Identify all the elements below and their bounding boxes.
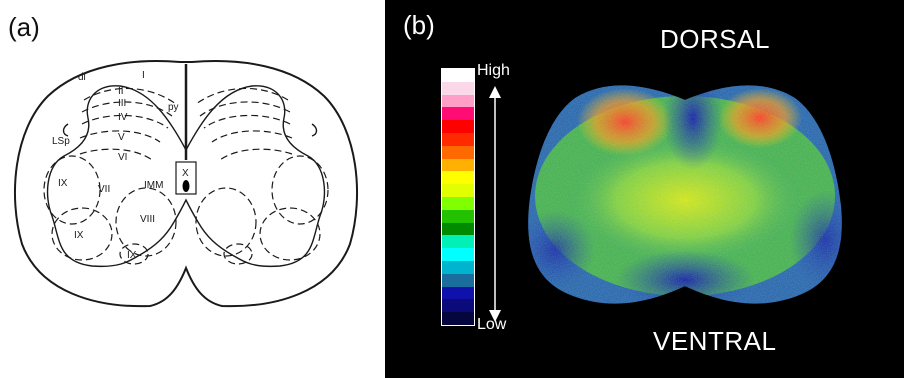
scale-arrow (489, 86, 501, 322)
color-scale-swatch (442, 299, 474, 313)
lamina-IX-lower (51, 207, 113, 261)
panel-b-label: (b) (403, 10, 435, 40)
label-II: II (118, 86, 124, 97)
scale-low-label: Low (477, 316, 507, 333)
scale-high-label: High (477, 62, 510, 79)
panel-a-label: (a) (8, 12, 40, 42)
color-scale-swatch (442, 158, 474, 172)
lamina-IX-left (43, 155, 101, 225)
label-VIII: VIII (140, 214, 155, 225)
color-scale-swatch (442, 260, 474, 274)
color-scale-swatch (442, 132, 474, 146)
heatmap-image (528, 85, 842, 304)
label-VII: VII (98, 184, 110, 195)
color-scale-swatch (442, 248, 474, 261)
color-scale-swatch (442, 69, 474, 82)
label-IMM: IMM (144, 180, 163, 191)
lamina-IX-right-lower (259, 207, 321, 261)
lamina-boundary (219, 148, 293, 161)
label-III: III (118, 98, 126, 109)
heatmap-speckle (528, 85, 842, 304)
lamina-boundary (203, 114, 291, 129)
lamina-X-box (175, 161, 197, 195)
panel-a: (a) (0, 0, 385, 378)
color-scale-bar (441, 68, 475, 326)
color-scale-swatch (442, 107, 474, 121)
color-scale-swatch (442, 209, 474, 223)
label-I: I (142, 70, 145, 81)
color-scale-swatch (442, 120, 474, 133)
lsp-mark (62, 123, 69, 137)
color-scale-swatch (442, 235, 474, 249)
ventral-label: VENTRAL (653, 326, 777, 356)
lamina-boundary (79, 148, 153, 161)
color-scale-swatch (442, 196, 474, 210)
lamina-boundary (83, 87, 177, 105)
lamina-boundary (211, 130, 293, 143)
label-IX-bottom: IX (127, 250, 137, 261)
color-scale-swatch (442, 273, 474, 287)
cord-outline (13, 60, 359, 308)
color-scale-swatch (442, 81, 474, 95)
label-LSp: LSp (52, 136, 70, 147)
color-scale-swatch (442, 286, 474, 300)
gray-matter-outline (46, 85, 326, 268)
lsp-mark-right (311, 123, 318, 137)
label-VI: VI (118, 152, 127, 163)
lamina-VIII-right (195, 187, 257, 257)
label-IV: IV (118, 112, 128, 123)
label-IX-lower: IX (74, 230, 84, 241)
central-canal (182, 180, 190, 192)
color-scale-swatch (442, 222, 474, 236)
color-scale-swatch (442, 312, 474, 325)
spinal-cord-diagram: dl I II III IV py V VI LSp X IMM IX VII … (13, 60, 359, 308)
dorsal-label: DORSAL (660, 24, 770, 54)
lamina-IX-bottom (119, 243, 149, 265)
label-X: X (182, 168, 189, 179)
panel-b: (b) DORSAL VENTRAL High Low (385, 0, 904, 378)
label-IX-left: IX (58, 178, 68, 189)
lamina-boundary (81, 114, 169, 129)
label-dl: dl (78, 72, 86, 83)
label-V: V (118, 132, 125, 143)
color-scale-swatch (442, 184, 474, 197)
color-scale-swatch (442, 94, 474, 108)
color-scale-swatch (442, 171, 474, 185)
color-scale-swatch (442, 145, 474, 159)
lamina-VIII-left (115, 187, 177, 257)
label-py: py (168, 102, 179, 113)
lamina-boundary (195, 87, 289, 105)
lamina-boundary (199, 101, 291, 117)
lamina-IX-right-bottom (223, 243, 253, 265)
lamina-IX-right (271, 155, 329, 225)
lamina-boundary (81, 101, 173, 117)
